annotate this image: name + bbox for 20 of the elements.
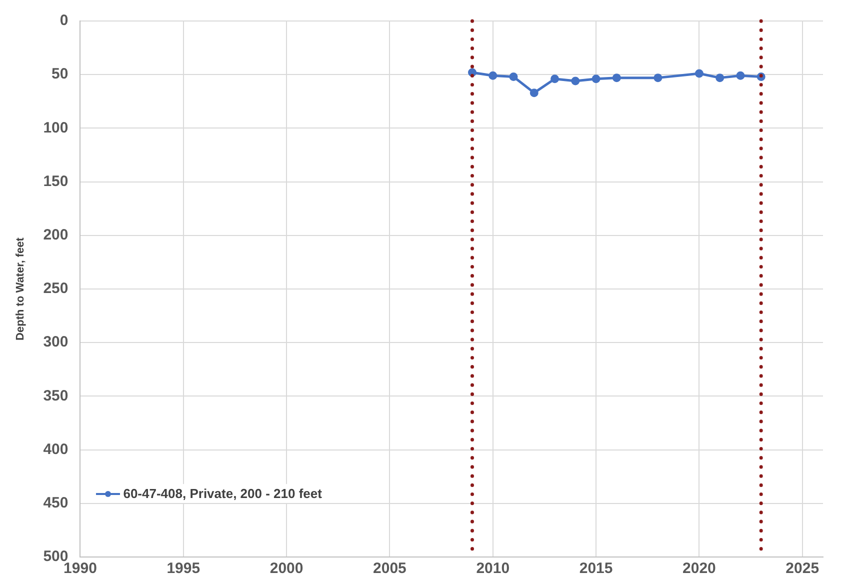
y-tick-label: 450 xyxy=(43,494,68,512)
x-tick-label: 2025 xyxy=(786,560,820,578)
x-tick-label: 2020 xyxy=(682,560,716,578)
y-tick-label: 400 xyxy=(43,440,68,458)
y-tick-label: 100 xyxy=(43,119,68,136)
x-tick-label: 2015 xyxy=(579,560,613,578)
x-tick-label: 1995 xyxy=(166,560,200,578)
y-tick-label: 250 xyxy=(43,280,68,298)
legend-label: 60-47-408, Private, 200 - 210 feet xyxy=(123,486,322,501)
y-tick-label: 300 xyxy=(43,334,68,351)
x-tick-label: 2000 xyxy=(270,560,304,578)
y-tick-label: 350 xyxy=(43,387,68,404)
y-tick-label: 150 xyxy=(43,172,68,190)
x-tick-label: 1990 xyxy=(64,560,97,578)
x-tick-label: 2005 xyxy=(373,560,406,578)
y-tick-label: 0 xyxy=(60,12,68,30)
y-tick-label: 50 xyxy=(52,66,68,83)
y-axis-title: Depth to Water, feet xyxy=(14,237,27,340)
x-tick-label: 2010 xyxy=(476,560,510,578)
y-tick-label: 200 xyxy=(43,226,68,244)
